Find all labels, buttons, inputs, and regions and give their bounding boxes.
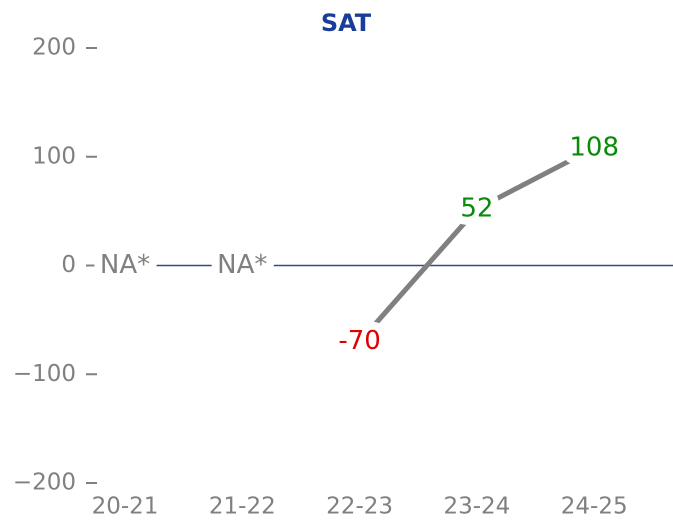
value-label: NA* [100, 250, 150, 280]
value-label: 52 [460, 193, 493, 223]
y-tick-label: −200 [13, 470, 76, 496]
value-label: -70 [338, 326, 380, 356]
x-tick-label: 24-25 [561, 494, 628, 520]
data-line [357, 145, 596, 344]
value-label: NA* [217, 250, 267, 280]
y-tick-label: 100 [32, 143, 76, 169]
y-tick-label: 0 [61, 252, 76, 278]
y-tick-label: −100 [13, 361, 76, 387]
y-tick-label: 200 [32, 35, 76, 61]
value-label: 108 [569, 133, 619, 163]
x-tick-label: 22-23 [326, 494, 393, 520]
x-tick-label: 23-24 [443, 494, 510, 520]
x-tick-label: 21-22 [209, 494, 276, 520]
chart-title: SAT [321, 9, 372, 37]
x-tick-label: 20-21 [92, 494, 159, 520]
